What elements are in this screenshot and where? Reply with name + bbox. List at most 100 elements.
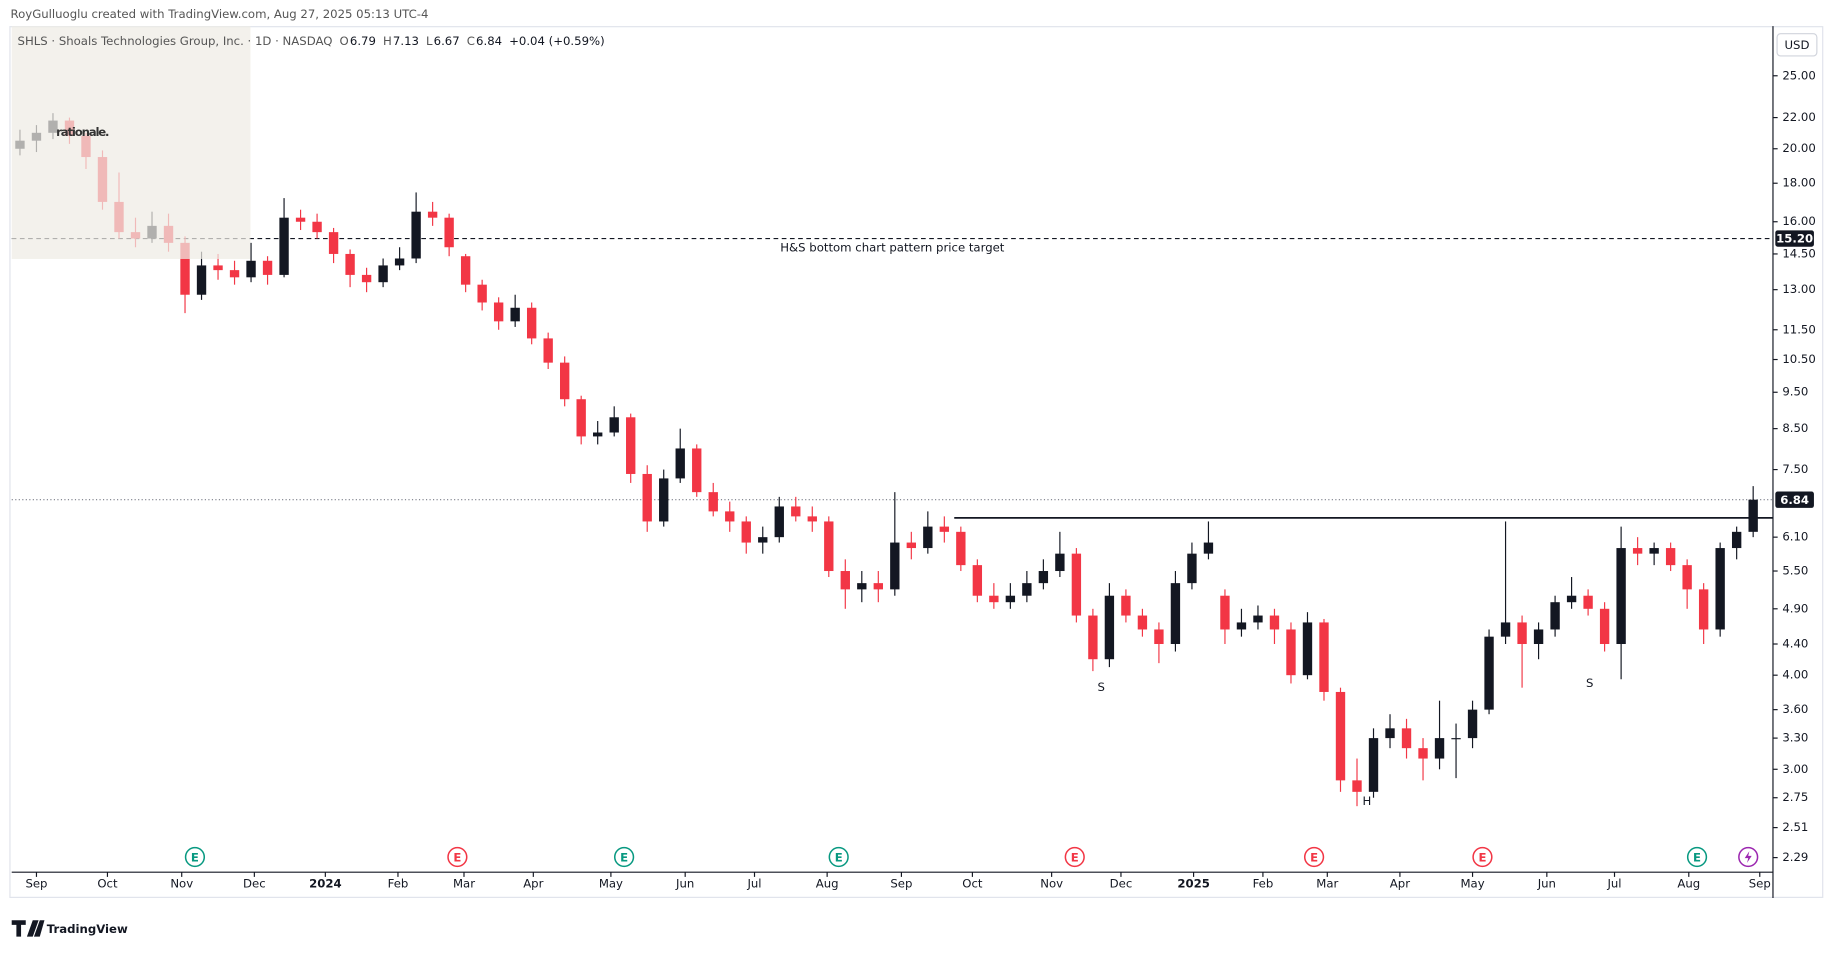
candle-body (1137, 615, 1148, 630)
event-marker[interactable] (184, 846, 206, 868)
candle-body (1170, 583, 1181, 645)
candle-body (1566, 595, 1577, 603)
event-label: E (453, 851, 461, 865)
candle-body (1731, 531, 1742, 549)
candle-body (1616, 548, 1626, 645)
x-tick-label: Sep (25, 876, 47, 890)
candle-body (345, 253, 355, 275)
x-tick-label: Feb (1253, 876, 1274, 890)
y-tick-label: 14.50 (1782, 246, 1815, 260)
candle-body (906, 542, 917, 549)
event-label: E (1478, 851, 1486, 865)
y-tick-label: 4.40 (1782, 637, 1808, 651)
candle-body (1352, 780, 1362, 792)
candle-body (493, 302, 504, 322)
candle-body (708, 492, 718, 512)
event-marker[interactable] (828, 846, 849, 868)
candle-body (1005, 595, 1016, 603)
event-label: E (191, 851, 199, 865)
symbol-header: SHLS · Shoals Technologies Group, Inc. ·… (18, 34, 605, 48)
candle-body (774, 506, 784, 538)
candle-body (873, 583, 883, 590)
candle-body (593, 432, 603, 437)
candle-body (1418, 748, 1428, 759)
y-tick-label: 6.10 (1782, 530, 1808, 544)
candle-body (1500, 622, 1511, 637)
candle-body (1319, 622, 1329, 692)
candle-body (378, 265, 388, 283)
candle-body (1748, 499, 1758, 532)
candle-body (675, 448, 685, 479)
candle-body (1302, 622, 1313, 676)
candle-body (791, 506, 801, 517)
candle-body (626, 417, 636, 474)
x-tick-label: Dec (1110, 876, 1133, 890)
event-marker[interactable] (1686, 846, 1708, 868)
symbol: SHLS · Shoals Technologies Group, Inc. ·… (18, 34, 333, 48)
pattern-label: H (1363, 794, 1372, 808)
candle-body (295, 217, 306, 222)
candle-body (411, 211, 421, 259)
event-marker[interactable] (613, 846, 635, 868)
currency: USD (1784, 38, 1809, 52)
frame (9, 26, 1824, 898)
y-tick-label: 9.50 (1782, 385, 1808, 399)
target-text: H&S bottom chart pattern price target (780, 240, 1005, 254)
x-tick-label: Apr (1390, 876, 1410, 890)
event-marker[interactable] (1303, 846, 1325, 868)
candle-body (923, 526, 933, 549)
candle-body (1253, 615, 1263, 623)
candle-body (213, 265, 223, 271)
event-marker[interactable] (1472, 846, 1493, 868)
event-icon (1744, 851, 1752, 863)
candle-body (1368, 738, 1379, 792)
candle-body (196, 265, 207, 295)
credit: RoyGulluoglu created with TradingView.co… (11, 7, 429, 21)
y-tick-label: 3.60 (1782, 702, 1808, 716)
candle-body (1269, 615, 1280, 630)
candle-body (1517, 622, 1527, 645)
brand: TradingView (47, 922, 128, 936)
y-tick-label: 11.50 (1782, 322, 1815, 336)
candle-body (989, 595, 999, 603)
event-marker[interactable] (1064, 846, 1085, 868)
candle-body (526, 307, 537, 339)
x-tick-label: Aug (1677, 876, 1700, 890)
y-tick-label: 4.90 (1782, 601, 1808, 615)
candle-body (1401, 728, 1412, 749)
candle-body (312, 221, 322, 233)
event-label: E (1071, 851, 1079, 865)
logo-mark (11, 920, 45, 937)
candle-body (956, 531, 966, 566)
y-tick-label: 3.00 (1782, 762, 1808, 776)
candle-body (659, 478, 669, 522)
candle-body (262, 260, 273, 275)
price-label: 15.20 (1776, 232, 1813, 246)
x-tick-label: Aug (816, 876, 839, 890)
y-tick-label: 2.29 (1782, 850, 1808, 864)
candle-body (1055, 553, 1065, 572)
plot-area: H&S bottom chart pattern price target S H S… (11, 113, 1773, 868)
ohlc-value: 6.84 (476, 34, 502, 48)
candle-body (229, 270, 240, 278)
x-tick-label: Dec (243, 876, 266, 890)
x-tick-label: Sep (890, 876, 912, 890)
y-tick-label: 4.00 (1782, 668, 1808, 682)
event-marker[interactable] (447, 846, 468, 868)
candle-body (609, 417, 619, 433)
x-tick-label: Mar (453, 876, 475, 890)
event-label: E (835, 851, 843, 865)
candle-body (477, 284, 487, 303)
candle-body (180, 242, 190, 295)
watermark-box (11, 26, 251, 259)
currency-button[interactable] (1776, 33, 1818, 57)
x-tick-label: Nov (1040, 876, 1063, 890)
candle-body (1121, 595, 1131, 616)
candle-body (1467, 709, 1478, 739)
y-tick-label: 22.00 (1782, 110, 1815, 124)
pattern-label: S (1586, 676, 1593, 690)
